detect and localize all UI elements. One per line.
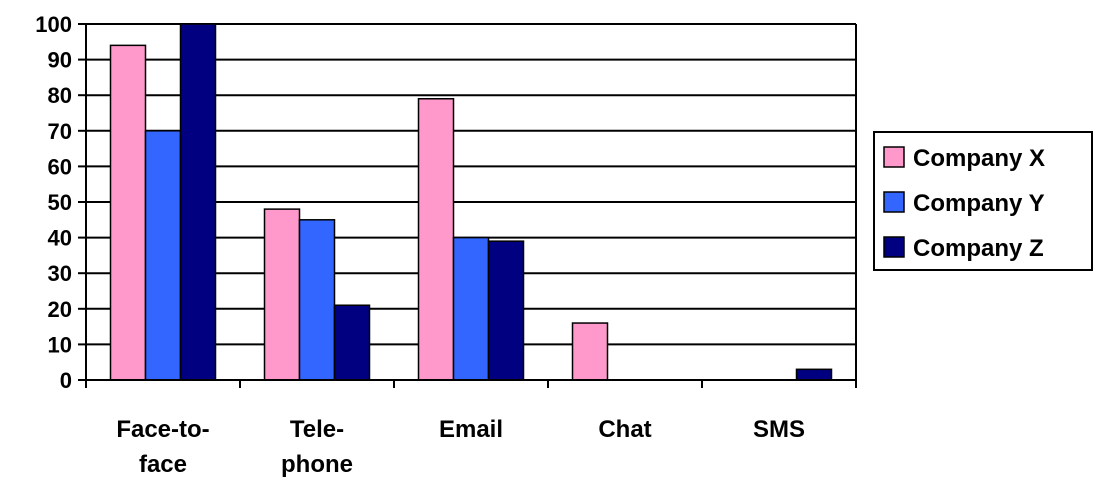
y-tick-label: 0: [60, 368, 72, 393]
y-tick-label: 20: [48, 297, 72, 322]
category-label: Tele-phone: [281, 416, 353, 478]
y-axis-tick-labels: 0 10 20 30 40 50 60 70 80 90 100: [35, 12, 72, 393]
bar-company-x: [417, 98, 455, 381]
y-tick-label: 90: [48, 48, 72, 73]
category-label: Chat: [598, 416, 651, 443]
y-tick-label: 60: [48, 154, 72, 179]
bar-company-y: [452, 236, 490, 381]
bar-company-z: [487, 240, 525, 381]
bar-company-y: [298, 219, 336, 381]
legend-box: [873, 131, 1093, 271]
legend-label: Company Z: [913, 235, 1044, 262]
y-tick-label: 100: [35, 12, 72, 37]
y-tick-label: 70: [48, 119, 72, 144]
bar-company-x: [109, 44, 147, 381]
bar-company-z: [333, 304, 371, 381]
x-axis-category-labels: Face-to-face Tele-phone Email Chat SMS: [116, 416, 805, 478]
bar-company-z: [179, 23, 217, 381]
bar-company-x: [571, 322, 609, 381]
category-label: Email: [439, 416, 503, 443]
y-tick-label: 30: [48, 261, 72, 286]
legend-swatch: [883, 146, 905, 168]
y-tick-label: 80: [48, 83, 72, 108]
legend-swatch: [883, 236, 905, 258]
axes: [78, 23, 857, 388]
legend: Company X Company Y Company Z: [873, 131, 1093, 271]
y-tick-label: 50: [48, 190, 72, 215]
y-tick-label: 40: [48, 226, 72, 251]
bar-company-z: [795, 368, 833, 381]
y-tick-label: 10: [48, 332, 72, 357]
legend-label: Company X: [913, 145, 1045, 172]
category-label: Face-to-face: [116, 416, 209, 478]
legend-label: Company Y: [913, 190, 1045, 217]
legend-swatch: [883, 191, 905, 213]
bar-company-y: [144, 130, 182, 381]
bar-company-x: [263, 208, 301, 381]
category-label: SMS: [753, 416, 805, 443]
